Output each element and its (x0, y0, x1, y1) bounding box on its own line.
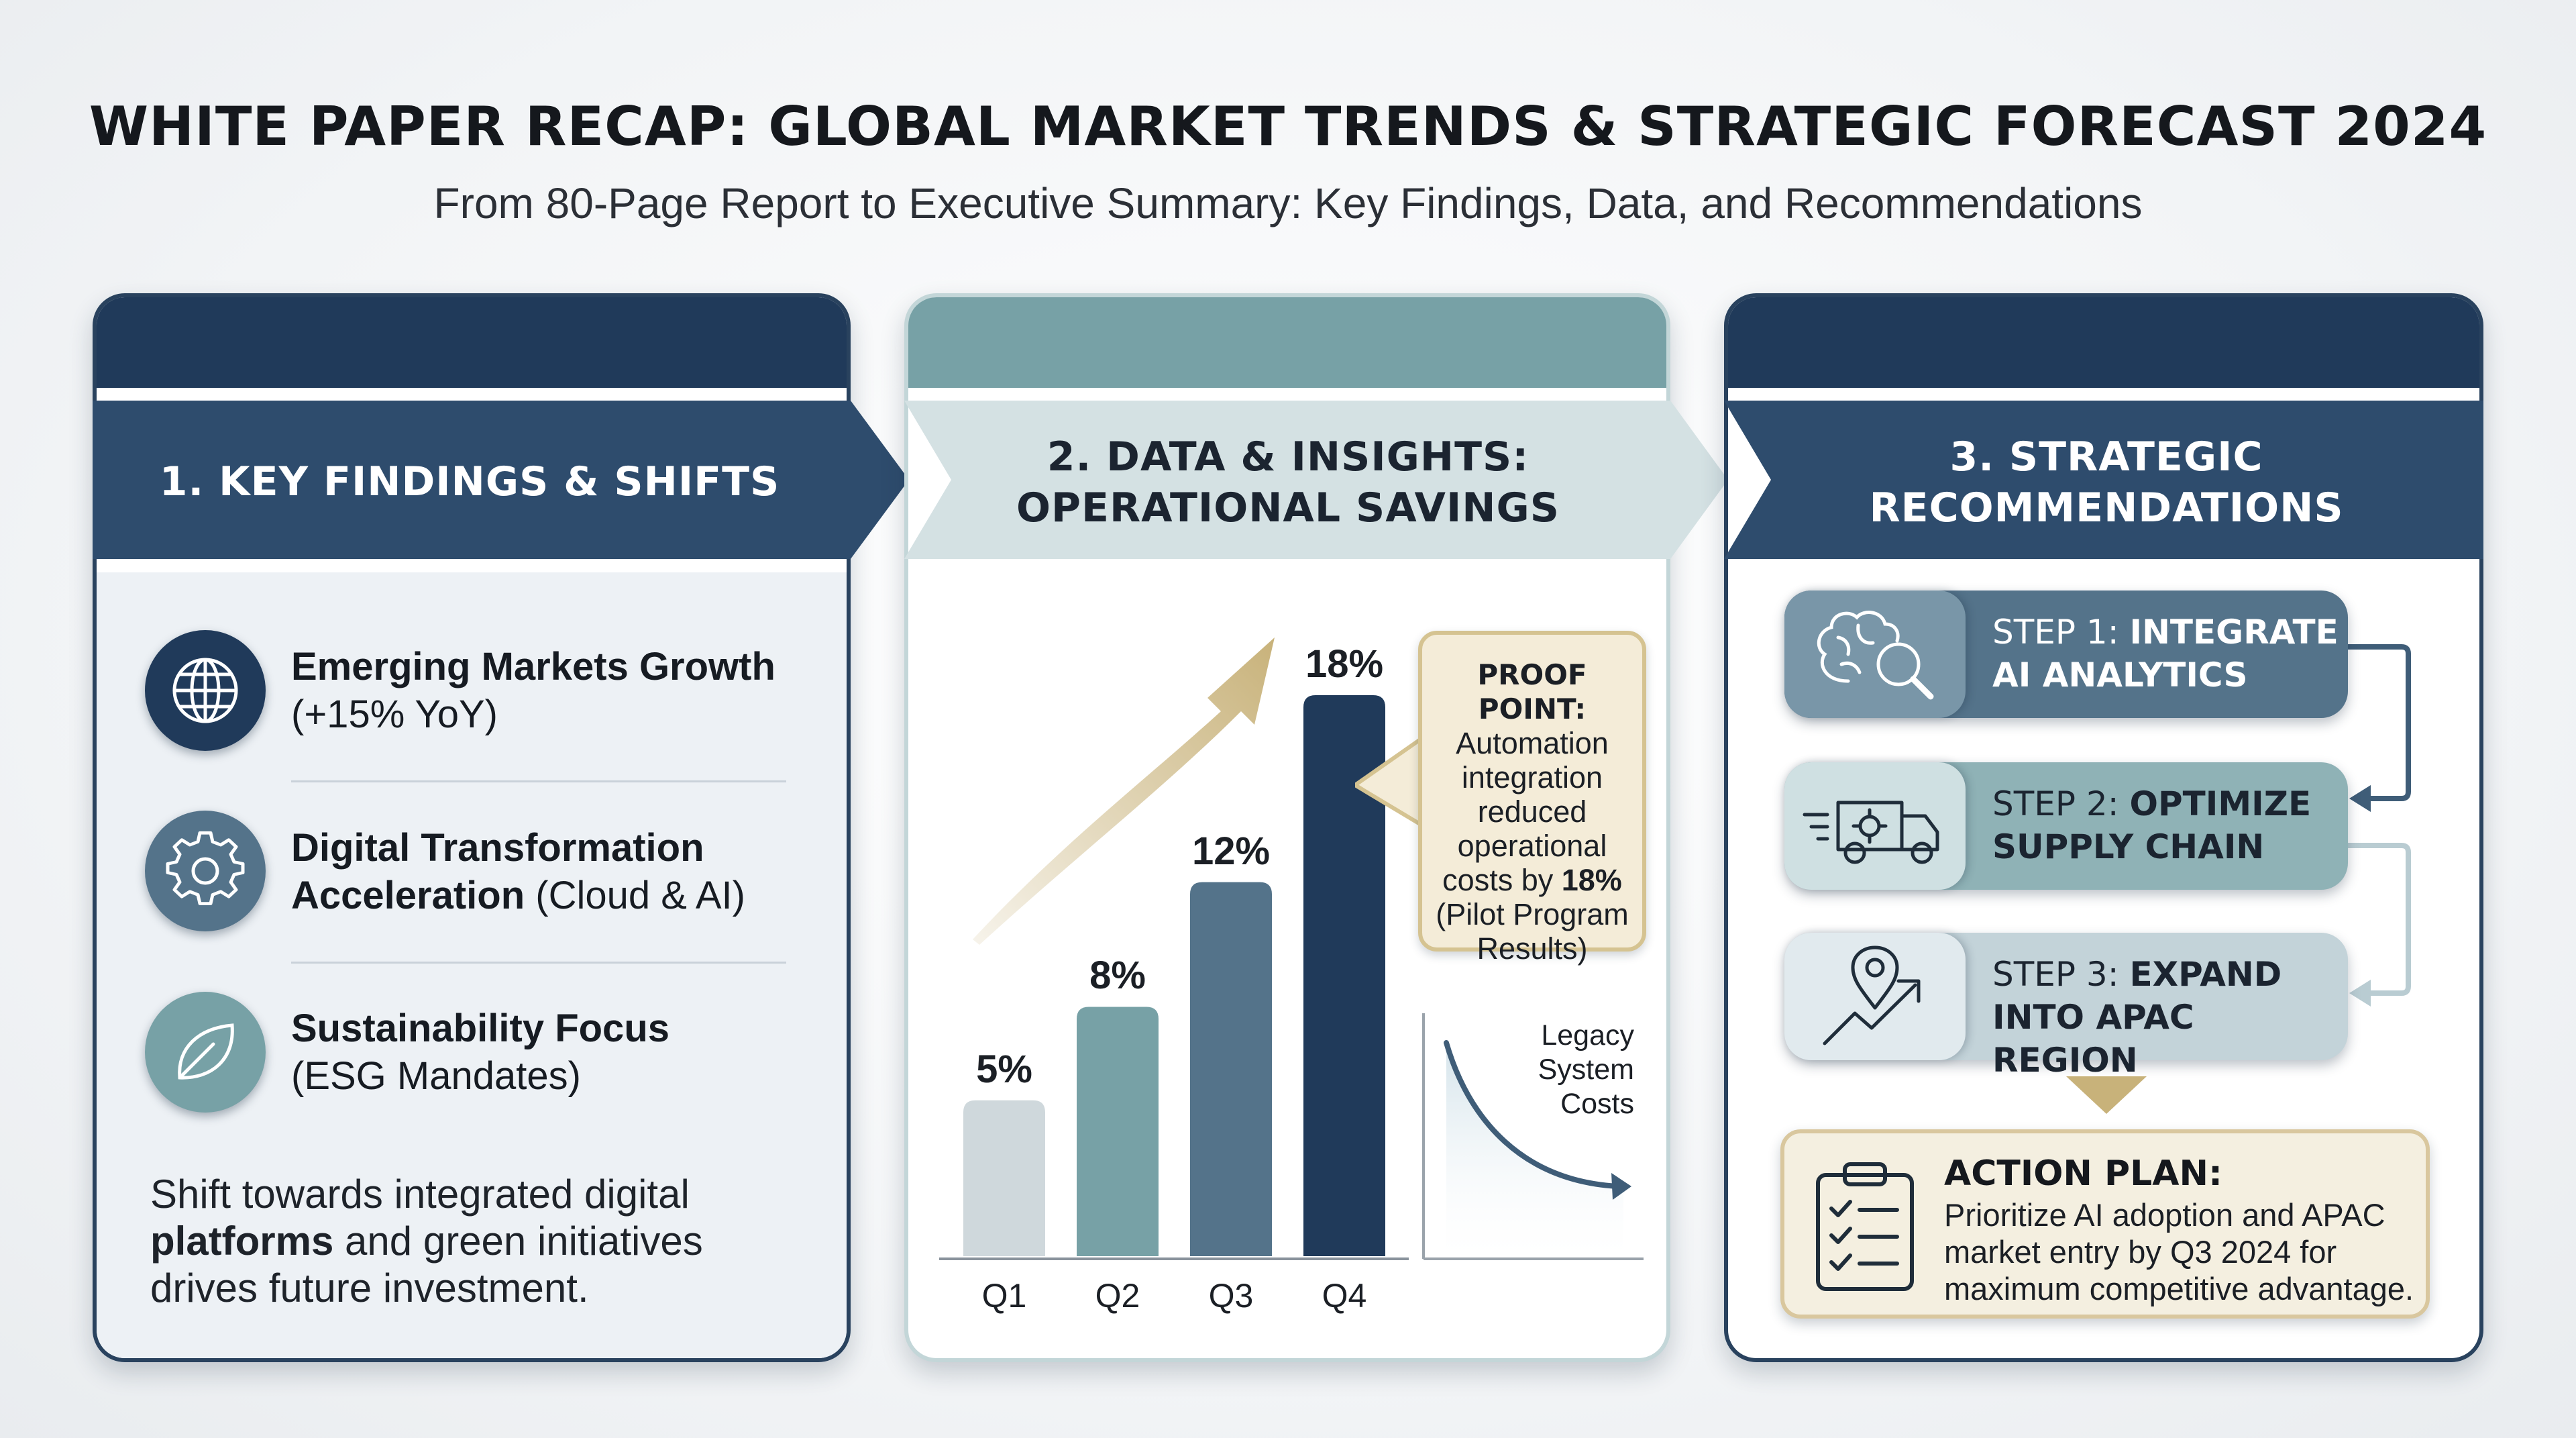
savings-bar-chart (939, 695, 1409, 1260)
bar-q1 (963, 1100, 1045, 1256)
panel-cap (1728, 297, 2479, 388)
bar-q4 (1303, 695, 1385, 1256)
action-plan-box: ACTION PLAN: Prioritize AI adoption and … (1780, 1129, 2430, 1319)
proof-point-line: operational (1457, 829, 1607, 863)
delivery-truck-icon (1784, 762, 1966, 890)
step-prefix: STEP 1: (1992, 613, 2130, 652)
summary-bold: platforms (150, 1219, 334, 1264)
step-title: OPTIMIZE (2129, 784, 2312, 823)
legacy-label-line: System (1538, 1054, 1634, 1086)
panel3-header-banner (1724, 401, 2483, 559)
panel2-header-banner (904, 401, 1728, 559)
bar-value-label: 12% (1191, 829, 1271, 873)
finding-title: Emerging Markets Growth (291, 645, 775, 688)
checklist-icon (1816, 1162, 1914, 1291)
globe-icon (145, 630, 266, 751)
action-plan-line: Prioritize AI adoption and APAC (1944, 1197, 2385, 1233)
proof-point-line: reduced (1477, 794, 1587, 829)
proof-point-box: PROOF POINT: Automation integration redu… (1418, 631, 1646, 966)
proof-point-line: costs by (1442, 863, 1562, 897)
step-title: EXPAND (2129, 955, 2282, 994)
bar-q3 (1190, 882, 1272, 1256)
panel3-header-line: RECOMMENDATIONS (1869, 484, 2344, 531)
legacy-label-line: Legacy (1541, 1019, 1634, 1051)
summary-line: Shift towards integrated digital (150, 1172, 690, 1217)
bar-value-label: 18% (1305, 642, 1384, 686)
step-1-text: STEP 1: INTEGRATE AI ANALYTICS (1992, 611, 2341, 697)
action-plan-title: ACTION PLAN: (1944, 1153, 2222, 1194)
category-label: Q3 (1208, 1277, 1254, 1315)
bar-q2 (1077, 1007, 1159, 1256)
findings-summary: Shift towards integrated digital platfor… (150, 1171, 703, 1312)
finding-title-cont: Acceleration (291, 874, 525, 917)
proof-point-line: Automation (1456, 726, 1609, 760)
proof-point-line: (Pilot Program (1436, 897, 1629, 931)
finding-detail: (Cloud & AI) (525, 874, 745, 917)
action-plan-line: maximum competitive advantage. (1944, 1271, 2414, 1306)
proof-point-title: PROOF POINT: (1477, 658, 1587, 725)
leaf-icon (145, 992, 266, 1113)
location-growth-icon (1784, 933, 1966, 1060)
panel2-header: 2. DATA & INSIGHTS: OPERATIONAL SAVINGS (912, 431, 1664, 533)
panel1-header-banner (93, 401, 909, 559)
brain-search-icon (1784, 590, 1966, 718)
category-label: Q2 (1095, 1277, 1140, 1315)
step-1-card: STEP 1: INTEGRATE AI ANALYTICS (1784, 590, 2348, 718)
step-prefix: STEP 3: (1992, 955, 2130, 994)
summary-line: drives future investment. (150, 1266, 589, 1311)
category-label: Q4 (1322, 1277, 1367, 1315)
action-plan-line: market entry by Q3 2024 for (1944, 1234, 2337, 1270)
panel-cap (97, 297, 847, 388)
divider (291, 962, 786, 964)
legacy-label-line: Costs (1560, 1088, 1634, 1120)
step-connectors (2341, 644, 2411, 1007)
divider (291, 780, 786, 782)
panel2-header-line: OPERATIONAL SAVINGS (1016, 484, 1560, 531)
step-title-cont: SUPPLY CHAIN (1992, 827, 2265, 866)
proof-point-line: Results) (1477, 931, 1588, 966)
legacy-costs-chart (1422, 1013, 1644, 1260)
action-plan-text: Prioritize AI adoption and APAC market e… (1944, 1196, 2414, 1307)
step-title-cont: AI ANALYTICS (1992, 656, 2248, 695)
panel3-header-line: 3. STRATEGIC (1949, 433, 2263, 480)
proof-point-line: integration (1461, 760, 1603, 794)
panel3-header: 3. STRATEGIC RECOMMENDATIONS (1771, 431, 2442, 533)
bar-value-label: 5% (976, 1047, 1032, 1091)
legacy-costs-label: Legacy System Costs (1496, 1019, 1634, 1121)
finding-sustainability: Sustainability Focus (ESG Mandates) (291, 1005, 669, 1100)
summary-line: and green initiatives (333, 1219, 703, 1264)
chart-bars (963, 695, 1385, 1256)
finding-emerging-markets: Emerging Markets Growth (+15% YoY) (291, 643, 775, 738)
finding-detail: (+15% YoY) (291, 692, 498, 736)
panel1-header: 1. KEY FINDINGS & SHIFTS (159, 458, 780, 505)
step-prefix: STEP 2: (1992, 784, 2130, 823)
step-2-text: STEP 2: OPTIMIZE SUPPLY CHAIN (1992, 782, 2341, 868)
step-3-text: STEP 3: EXPAND INTO APAC REGION (1992, 953, 2341, 1082)
page-subtitle: From 80-Page Report to Executive Summary… (433, 179, 2143, 227)
finding-title: Sustainability Focus (291, 1007, 669, 1050)
category-label: Q1 (981, 1277, 1027, 1315)
page-title: WHITE PAPER RECAP: GLOBAL MARKET TRENDS … (89, 95, 2487, 158)
gear-icon (145, 811, 266, 931)
step-title: INTEGRATE (2129, 613, 2339, 652)
finding-digital-transformation: Digital Transformation Acceleration (Clo… (291, 824, 745, 919)
bar-value-label: 8% (1089, 954, 1146, 998)
proof-point-value: 18% (1561, 863, 1622, 897)
step-3-card: STEP 3: EXPAND INTO APAC REGION (1784, 933, 2348, 1080)
finding-title: Digital Transformation (291, 826, 704, 870)
callout-join (1422, 741, 1436, 816)
step-2-card: STEP 2: OPTIMIZE SUPPLY CHAIN (1784, 762, 2348, 890)
panel2-header-line: 2. DATA & INSIGHTS: (1046, 433, 1529, 480)
finding-detail: (ESG Mandates) (291, 1054, 581, 1098)
chevron-down-icon (2066, 1076, 2147, 1114)
growth-trend-arrow (973, 637, 1275, 945)
panel-cap (908, 297, 1666, 388)
step-title-cont: INTO APAC REGION (1992, 998, 2194, 1080)
